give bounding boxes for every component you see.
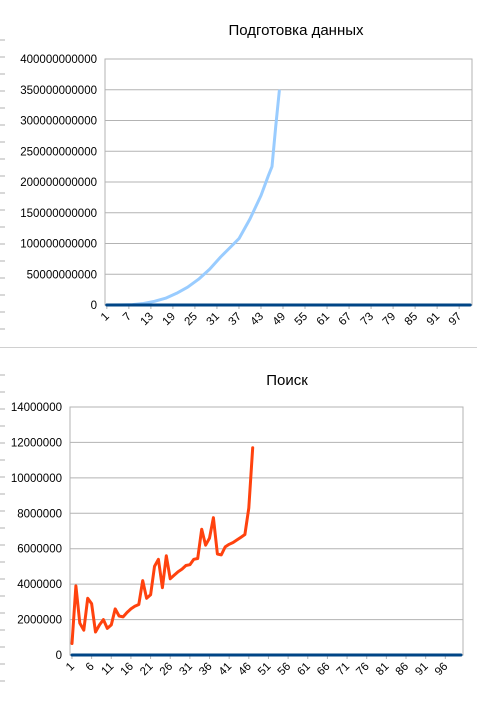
x-tick-label: 61 (295, 661, 313, 679)
x-tick-label: 1 (99, 311, 112, 324)
y-tick-label: 12000000 (11, 437, 62, 449)
x-tick-label: 41 (217, 661, 235, 679)
x-tick-label: 6 (84, 661, 97, 674)
x-tick-label: 56 (276, 661, 294, 679)
x-tick-label: 81 (374, 661, 392, 679)
x-tick-label: 31 (177, 661, 195, 679)
series-line-main (105, 89, 281, 307)
x-tick-label: 31 (205, 311, 223, 329)
x-tick-label: 19 (160, 311, 178, 329)
x-tick-label: 11 (99, 661, 116, 678)
x-tick-label: 37 (227, 311, 245, 329)
y-tick-label: 300000000000 (20, 116, 97, 128)
chart-title: Поиск (266, 372, 308, 389)
x-tick-label: 73 (359, 311, 377, 329)
series-line-main (70, 446, 255, 645)
x-tick-label: 26 (158, 661, 176, 679)
chart-panel-search: Поиск 0 2000000 4000000 6000000 8000000 100000… (0, 355, 477, 702)
x-tick-label: 13 (138, 311, 156, 329)
x-tick-label: 71 (335, 661, 353, 679)
x-tick-label: 76 (354, 661, 372, 679)
chart-title: Подготовка данных (228, 22, 364, 39)
y-tick-label: 10000000 (11, 473, 62, 485)
x-tick-label: 49 (271, 311, 289, 329)
x-tick-label: 7 (121, 311, 134, 324)
line-chart-preparation: Подготовка данных 0 50000000000 10000000000… (0, 22, 473, 330)
y-tick-label: 50000000000 (27, 269, 97, 281)
y-tick-label: 200000000000 (20, 177, 97, 189)
x-tick-label: 21 (138, 661, 156, 679)
y-tick-label: 150000000000 (20, 208, 97, 220)
sheet-divider (0, 347, 477, 348)
y-tick-label: 350000000000 (20, 85, 97, 97)
plot-area-border (69, 406, 464, 656)
y-tick-label: 100000000000 (20, 239, 97, 251)
x-tick-label: 16 (119, 661, 137, 679)
x-tick-label: 85 (403, 311, 421, 329)
x-tick-label: 79 (381, 311, 399, 329)
x-tick-label: 66 (315, 661, 333, 679)
y-tick-label: 6000000 (17, 544, 62, 556)
x-tick-label: 67 (337, 311, 355, 329)
x-tick-label: 91 (413, 661, 431, 679)
y-tick-label: 8000000 (17, 508, 62, 520)
chart-panel-preparation: Подготовка данных 0 50000000000 10000000000… (0, 0, 477, 345)
y-tick-label: 14000000 (11, 402, 62, 414)
x-tick-label: 96 (433, 661, 451, 679)
x-tick-label: 86 (394, 661, 412, 679)
x-tick-label: 91 (425, 311, 443, 329)
y-tick-label: 0 (56, 650, 62, 662)
line-chart-search: Поиск 0 2000000 4000000 6000000 8000000 100000… (0, 372, 464, 682)
y-tick-label: 250000000000 (20, 146, 97, 158)
x-tick-label: 43 (249, 311, 267, 329)
x-tick-label: 46 (236, 661, 254, 679)
x-tick-label: 25 (183, 311, 201, 329)
y-tick-label: 4000000 (17, 579, 62, 591)
x-tick-label: 51 (256, 661, 274, 679)
y-tick-label: 400000000000 (20, 54, 97, 66)
x-tick-label: 36 (197, 661, 215, 679)
x-tick-label: 97 (447, 311, 465, 329)
x-tick-label: 55 (293, 311, 311, 329)
y-tick-label: 2000000 (17, 615, 62, 627)
x-tick-label: 61 (315, 311, 333, 329)
y-tick-label: 0 (91, 300, 97, 312)
x-tick-label: 1 (64, 661, 77, 674)
